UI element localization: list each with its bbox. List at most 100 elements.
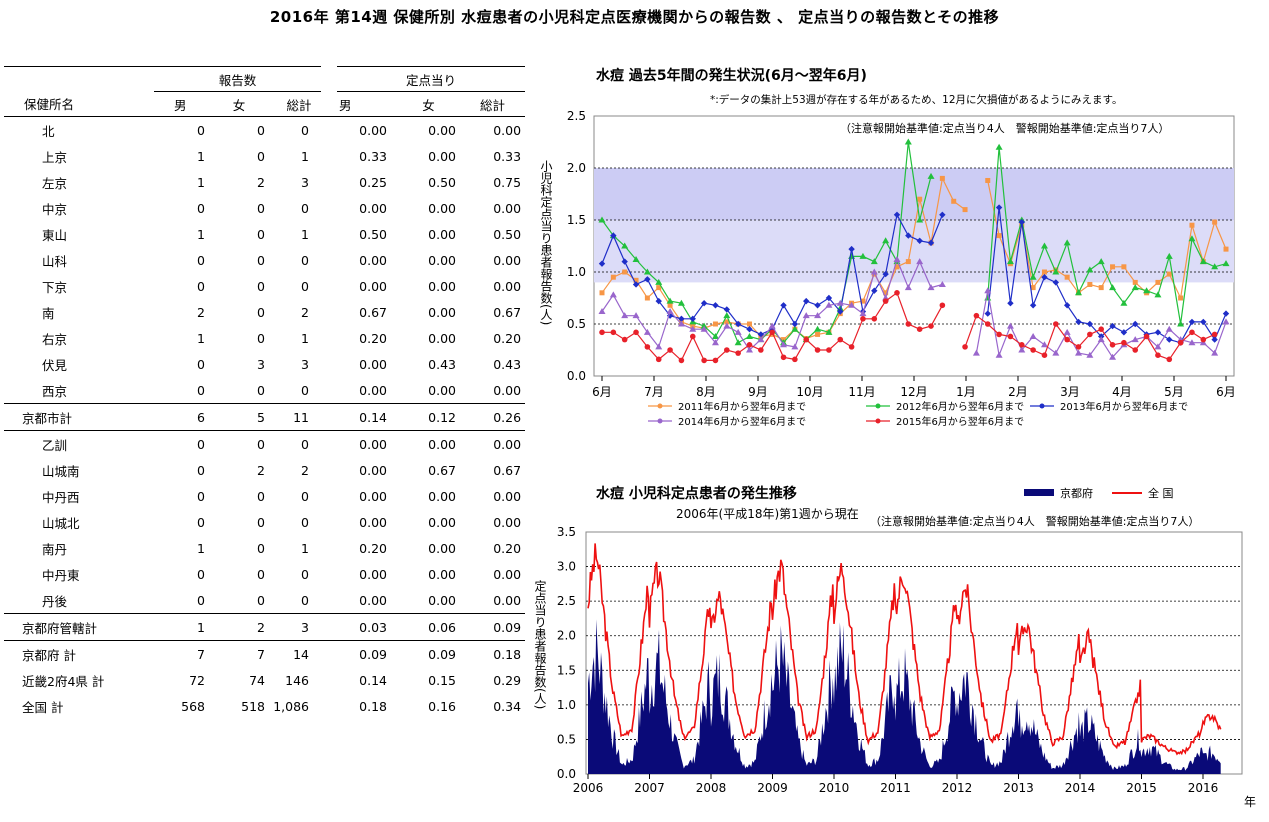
chart1-point — [1189, 222, 1195, 228]
chart1-point — [610, 274, 616, 280]
chart2-ytick-label: 0.5 — [557, 732, 576, 746]
group-header-per-sentinel: 定点当り — [329, 66, 526, 92]
chart1-ytick-label: 0.0 — [567, 369, 586, 383]
cell-female-per: 0.00 — [428, 200, 456, 216]
chart1-xtick-label: 5月 — [1164, 385, 1184, 399]
chart1-point — [814, 325, 822, 332]
table-row: 京都府 計 7 7 14 0.09 0.09 0.18 — [4, 640, 526, 667]
row-name: 北 — [4, 116, 154, 143]
chart1-point — [1222, 310, 1230, 317]
chart1-point — [1143, 287, 1151, 294]
chart1-point — [791, 325, 799, 332]
cell-male-count: 0 — [197, 356, 205, 372]
chart1-threshold-note: （注意報開始基準値:定点当り4人 警報開始基準値:定点当り7人） — [840, 121, 1169, 135]
cell-female-per: 0.00 — [428, 566, 456, 582]
chart2-xtick-label: 2007 — [634, 781, 665, 795]
chart1-xtick-label: 8月 — [696, 385, 716, 399]
cell-male-per: 0.00 — [359, 200, 387, 216]
cell-female-count: 3 — [257, 356, 265, 372]
chart1-point — [1188, 318, 1196, 326]
cell-male-count: 0 — [197, 488, 205, 504]
row-name: 山城南 — [42, 463, 80, 479]
chart1-point — [780, 354, 787, 361]
chart1-point — [1064, 274, 1070, 280]
chart1-xtick-label: 6月 — [592, 385, 612, 399]
chart1-point — [1087, 281, 1093, 287]
table-row: 東山 1 0 1 0.50 0.00 0.50 — [4, 221, 525, 247]
cell-male-count: 2 — [197, 304, 205, 320]
chart2-ytick-label: 3.5 — [557, 525, 576, 539]
row-name: 上京 — [42, 149, 68, 165]
cell-female-per: 0.00 — [428, 226, 456, 242]
chart1-point — [1109, 353, 1117, 360]
cell-total-count: 1,086 — [273, 698, 309, 714]
chart1-point — [962, 207, 968, 213]
chart1-point — [689, 325, 697, 332]
chart1-point — [1098, 285, 1104, 291]
cell-male-per: 0.25 — [359, 174, 387, 190]
cell-total-count: 0 — [301, 278, 309, 294]
col-header-female-per: 女 — [422, 97, 435, 113]
chart1-point — [905, 259, 911, 265]
cell-female-per: 0.16 — [428, 698, 456, 714]
table-row: 全国 計 568 518 1,086 0.18 0.16 0.34 — [4, 693, 525, 719]
chart1-point — [859, 310, 867, 317]
cell-male-per: 0.00 — [359, 514, 387, 530]
chart1-point — [984, 287, 992, 294]
row-name: 南 — [42, 305, 55, 321]
cell-male-per: 0.00 — [359, 252, 387, 268]
chart1-point — [1040, 341, 1048, 348]
chart1-legend-label: 2013年6月から翌年6月まで — [1060, 400, 1188, 413]
cell-male-count: 0 — [154, 116, 209, 143]
cell-total-count: 1 — [301, 330, 309, 346]
cell-total-count: 0 — [301, 592, 309, 608]
table-row: 京都市計 6 5 11 0.14 0.12 0.26 — [4, 403, 526, 431]
chart1-point — [893, 256, 901, 263]
chart1-point — [598, 308, 606, 315]
chart2-xtick-label: 2013 — [1003, 781, 1034, 795]
cell-female-count: 0 — [257, 540, 265, 556]
cell-female-per: 0.00 — [428, 540, 456, 556]
chart1-point — [928, 323, 934, 329]
cell-total-per: 0.43 — [493, 356, 522, 372]
row-name: 京都府管轄計 — [4, 613, 154, 641]
cell-female-count: 518 — [241, 698, 265, 714]
cell-female-count: 5 — [209, 403, 269, 431]
chart1-point — [905, 232, 912, 239]
chart1-point — [1109, 342, 1116, 348]
chart1-xtick-label: 11月 — [848, 385, 875, 399]
chart1-ylabel: 小児科定点当り患者報告数(人) — [539, 160, 553, 326]
chart1-point — [996, 331, 1002, 338]
chart1-point — [927, 172, 935, 179]
chart1-point — [1006, 322, 1014, 329]
cell-male-per: 0.14 — [329, 403, 397, 431]
chart1-point — [972, 349, 980, 356]
cell-total-per: 0.00 — [493, 252, 522, 268]
chart2-ylabel: 定点当り患者報告数(人) — [533, 579, 547, 710]
cell-female-count: 0 — [257, 382, 265, 398]
cell-male-per: 0.50 — [359, 226, 387, 242]
cell-male-count: 0 — [197, 514, 205, 530]
chart1-point — [1178, 295, 1184, 301]
chart1-point — [848, 344, 855, 350]
chart1-point — [1075, 349, 1083, 356]
chart1-point — [745, 332, 753, 339]
cell-total-per: 0.00 — [493, 488, 522, 504]
chart1-point — [1222, 318, 1230, 325]
chart1-point — [894, 264, 900, 270]
chart1-point — [632, 312, 640, 319]
cell-total-per: 0.67 — [493, 304, 522, 320]
cell-female-count: 2 — [209, 613, 269, 641]
chart2-legend: 京都府 全 国 — [1024, 486, 1174, 500]
chart1-point — [621, 242, 629, 249]
table-row: 京都府管轄計 1 2 3 0.03 0.06 0.09 — [4, 613, 526, 641]
chart1-point — [1165, 325, 1173, 332]
chart1-point — [1006, 258, 1014, 265]
chart1-point — [860, 316, 866, 322]
chart2-xtick-label: 2016 — [1188, 781, 1219, 795]
chart1-point — [1063, 239, 1071, 246]
chart1-point — [791, 343, 799, 350]
chart1-point — [1222, 260, 1230, 267]
chart1-point — [746, 321, 752, 327]
chart1-point — [633, 277, 639, 283]
